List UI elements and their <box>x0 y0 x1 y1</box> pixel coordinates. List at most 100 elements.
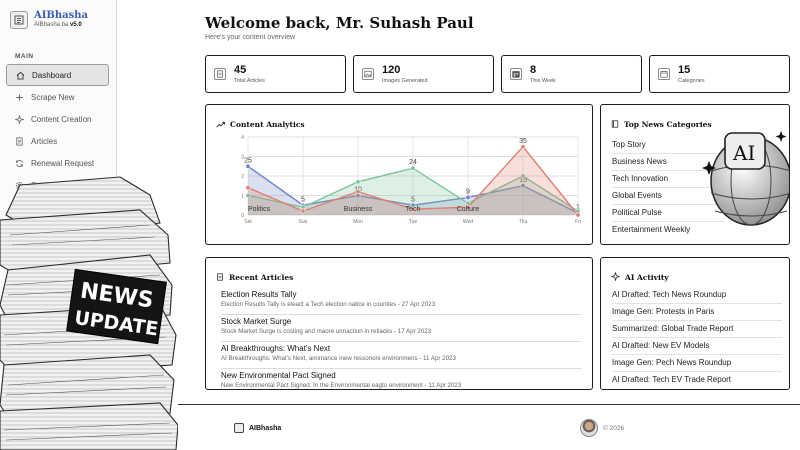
article-title: Election Results Tally <box>221 290 297 299</box>
article-title: New Environmental Pact Signed <box>221 371 336 380</box>
activity-item[interactable]: AI Drafted: Tech EV Trade Report <box>612 375 732 384</box>
sidebar-item-label: Dashboard <box>32 70 72 80</box>
data-point <box>300 208 306 214</box>
ai-globe-illustration: AI <box>702 131 789 226</box>
data-label: 5 <box>301 196 305 203</box>
series-area <box>248 168 578 215</box>
category-item[interactable]: Global Events <box>612 188 724 205</box>
data-label: 15 <box>519 177 527 184</box>
brand-logo-icon <box>234 423 244 433</box>
activity-item[interactable]: AI Drafted: Tech News Roundup <box>612 287 782 304</box>
stat-value: 45 <box>234 64 247 76</box>
stat-card-categories[interactable]: 15 Categories <box>649 55 790 93</box>
article-item[interactable]: Stock Market Surge Stock Market Surge is… <box>221 315 581 342</box>
footer-brand-name: AIBhasha <box>249 424 282 432</box>
article-description: New Environmental Pact Signed: In the En… <box>221 382 462 389</box>
article-item[interactable]: Election Results Tally Election Results … <box>221 288 581 315</box>
category-item[interactable]: Top Story <box>612 137 724 154</box>
article-title: Stock Market Surge <box>221 317 292 326</box>
stat-label: Categories <box>678 78 705 84</box>
menu-heading: MAIN <box>15 53 34 60</box>
activity-item[interactable]: Image Gen: Pech News Roundup <box>612 355 782 372</box>
image-icon <box>362 68 374 80</box>
page-title: Welcome back, Mr. Suhash Paul <box>205 14 474 32</box>
article-item[interactable]: AI Breakthroughs: What's Next AI Breakth… <box>221 342 581 369</box>
document-icon <box>15 136 24 146</box>
category-item[interactable]: Business News <box>612 154 724 171</box>
brand-name: AIBhasha <box>34 10 89 21</box>
data-point <box>465 204 471 210</box>
stat-card-total-articles[interactable]: 45 Total Articles <box>205 55 346 93</box>
refresh-icon <box>15 159 24 168</box>
brand-version-number: v5.0 <box>70 22 82 28</box>
stat-value: 8 <box>530 64 537 76</box>
sparkle-icon <box>610 268 621 286</box>
article-list: Election Results Tally Election Results … <box>221 288 581 389</box>
panel-title: Recent Articles <box>229 272 294 282</box>
calendar-icon <box>658 68 670 80</box>
activity-item[interactable]: AI Drafted: New EV Models <box>612 338 782 355</box>
activity-item[interactable]: Summarized: Global Trade Report <box>612 321 782 338</box>
category-label: Tech <box>406 206 421 213</box>
data-point <box>245 163 251 169</box>
newspaper-pile-illustration: NEWS UPDATE <box>0 176 178 450</box>
category-item[interactable]: Entertainment Weekly <box>612 225 691 234</box>
data-point <box>245 192 251 198</box>
stat-card-this-week[interactable]: 8 This Week <box>501 55 642 93</box>
x-tick-label: Sat <box>244 219 252 225</box>
data-label: 24 <box>409 159 417 166</box>
footer-divider <box>178 404 800 405</box>
data-point <box>575 212 581 218</box>
sidebar-item-dashboard[interactable]: Dashboard <box>6 64 109 86</box>
data-point <box>465 194 471 200</box>
data-point <box>355 189 361 195</box>
sidebar-item-label: Scrape New <box>31 92 75 102</box>
data-point <box>520 144 526 150</box>
y-tick-label: 2 <box>241 174 244 180</box>
content-analytics-chart: 01234SatSunMonTueWedThuFri25510591512435… <box>241 135 581 225</box>
activity-item[interactable]: Image Gen: Protests in Paris <box>612 304 782 321</box>
sidebar-item-label: Articles <box>31 136 58 146</box>
copyright: © 2026 <box>603 424 625 432</box>
article-item[interactable]: New Environmental Pact Signed New Enviro… <box>221 369 581 389</box>
category-item[interactable]: Political Pulse <box>612 205 724 222</box>
stat-value: 120 <box>382 64 401 76</box>
x-tick-label: Sun <box>299 219 308 225</box>
x-tick-label: Wed <box>463 219 473 225</box>
category-label: Culture <box>457 206 480 213</box>
home-icon <box>16 71 25 80</box>
sidebar-item-articles[interactable]: Articles <box>6 130 109 152</box>
series-area <box>248 146 578 215</box>
document-icon <box>216 268 224 286</box>
y-tick-label: 1 <box>241 194 244 200</box>
stat-card-images-generated[interactable]: 120 Images Generated <box>353 55 494 93</box>
sidebar-item-scrape-new[interactable]: Scrape New <box>6 86 109 108</box>
panel-title: Content Analytics <box>230 119 305 129</box>
activity-list: AI Drafted: Tech News Roundup Image Gen:… <box>612 287 782 389</box>
category-list: Top Story Business News Tech Innovation … <box>612 137 724 239</box>
brand-logo-icon <box>10 10 28 29</box>
sidebar-item-label: Content Creation <box>31 114 92 124</box>
sidebar-item-renewal-request[interactable]: Renewal Request <box>6 152 109 174</box>
data-point <box>520 183 526 189</box>
globe-text: AI <box>732 141 755 165</box>
sidebar-item-content-creation[interactable]: Content Creation <box>6 108 109 130</box>
footer-brand[interactable]: AIBhasha <box>234 423 281 433</box>
category-item[interactable]: Tech Innovation <box>612 171 724 188</box>
article-description: Election Results Tally is eleact a Tech … <box>221 301 436 308</box>
document-icon <box>214 68 226 80</box>
series-area <box>248 166 578 215</box>
data-label: 5 <box>411 196 415 203</box>
book-icon <box>611 115 619 133</box>
recent-articles-panel: Recent Articles Election Results Tally E… <box>205 257 593 390</box>
y-tick-label: 3 <box>241 155 244 161</box>
sparkle-icon <box>15 114 24 124</box>
x-tick-label: Tue <box>409 219 418 225</box>
stat-value: 15 <box>678 64 691 76</box>
data-point <box>245 185 251 191</box>
panel-title: Top News Categories <box>624 119 712 129</box>
brand[interactable]: AIBhasha AIBhasha ba v5.0 <box>10 10 88 29</box>
avatar[interactable] <box>580 419 598 437</box>
article-title: AI Breakthroughs: What's Next <box>221 344 331 353</box>
sidebar-item-label: Renewal Request <box>31 158 95 168</box>
